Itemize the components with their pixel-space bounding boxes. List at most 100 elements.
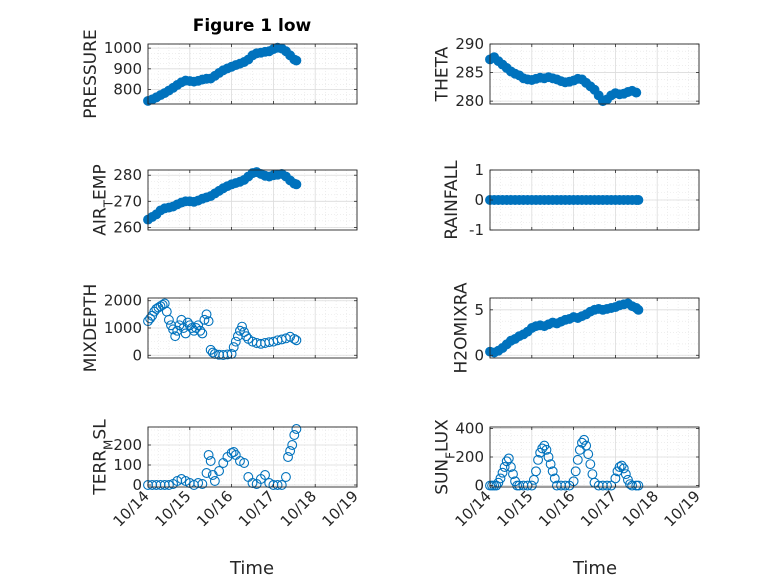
data-point [163,480,174,490]
data-point [205,456,216,466]
data-point [214,466,225,476]
data-point [533,454,544,465]
data-point [228,342,239,353]
data-point [572,454,583,465]
data-point [276,480,287,490]
y-tick-label: -1 [469,221,484,239]
data-point [239,458,250,468]
data-point [197,479,208,489]
data-series-air_temp [143,167,302,225]
data-point [291,179,302,190]
data-point [280,472,291,482]
data-point [526,480,537,491]
axes-frame [147,43,358,105]
x-tick-label: 10/16 [535,487,578,530]
y-tick-label: 400 [455,419,484,437]
y-tick-label: 900 [113,60,142,78]
y-tick-label: 0 [474,346,484,364]
data-point [614,462,625,472]
data-point [579,434,589,445]
y-tick-label: 270 [113,192,142,210]
data-point [287,440,298,450]
data-point [543,452,554,462]
data-point [222,349,233,360]
data-point [585,459,596,470]
x-tick-label: 10/18 [277,487,320,530]
y-axis-label: RAINFALL [442,160,462,240]
y-tick-label: 800 [113,81,142,99]
data-series-mixdepth [143,298,302,360]
x-axis-label-right: Time [572,558,617,579]
data-point [163,314,174,325]
data-point [230,336,241,347]
y-tick-label: 0 [132,346,142,364]
y-tick-label: 5 [474,301,484,319]
data-point [633,480,644,491]
data-point [633,304,644,315]
data-point [497,467,508,478]
y-tick-label: 1000 [104,319,142,337]
x-tick-label: 10/17 [235,487,278,530]
y-tick-label: 260 [113,218,142,236]
data-point [541,444,552,455]
data-point [570,466,581,477]
y-tick-label: 200 [113,436,142,454]
data-point [610,473,621,484]
data-point [537,443,548,454]
y-tick-label: 0 [132,476,142,494]
data-point [618,463,629,474]
y-axis-label: THETA [433,46,453,102]
data-series-h2omixra [485,298,644,358]
data-point [583,449,594,460]
data-point [549,473,560,484]
data-series-theta [485,52,642,107]
y-axis-label: MIXDEPTH [81,284,101,373]
data-point [241,331,252,342]
data-point [260,470,270,480]
y-tick-label: 285 [455,64,484,82]
y-tick-label: 280 [455,92,484,110]
data-point [285,446,296,456]
data-point [531,466,541,477]
axes-frame [147,426,358,488]
data-point [616,460,627,471]
x-tick-label: 10/14 [110,487,153,530]
data-point [560,480,571,491]
data-point [209,476,220,486]
y-axis-label: AIRTEMP [91,164,116,235]
data-point [197,328,208,339]
data-point [195,325,206,336]
y-tick-label: 2000 [104,292,142,310]
data-point [631,87,642,98]
x-tick-label: 10/18 [619,487,662,530]
y-axis-label: TERRMSL [91,419,116,496]
y-tick-label: 100 [113,456,142,474]
data-point [289,333,300,344]
data-point [203,450,214,460]
data-point [203,316,214,327]
x-axis-label-left: Time [229,558,274,579]
data-point [508,469,518,480]
y-axis-label: SUNFLUX [433,419,458,495]
data-point [283,452,293,462]
data-point [291,55,302,66]
y-axis-label: PRESSURE [81,29,101,118]
data-point [199,314,210,325]
x-tick-label: 10/15 [151,487,194,530]
data-series-rainfall [485,195,644,205]
data-point [201,309,212,320]
data-point [207,347,218,358]
y-tick-label: 0 [474,477,484,495]
data-point [620,469,631,480]
panel-rainfall: -1 0 1 RAINFALL [442,160,700,240]
data-point [602,480,612,491]
y-tick-label: 290 [455,35,484,53]
x-tick-label: 10/14 [452,487,495,530]
axes-frame [489,43,700,105]
